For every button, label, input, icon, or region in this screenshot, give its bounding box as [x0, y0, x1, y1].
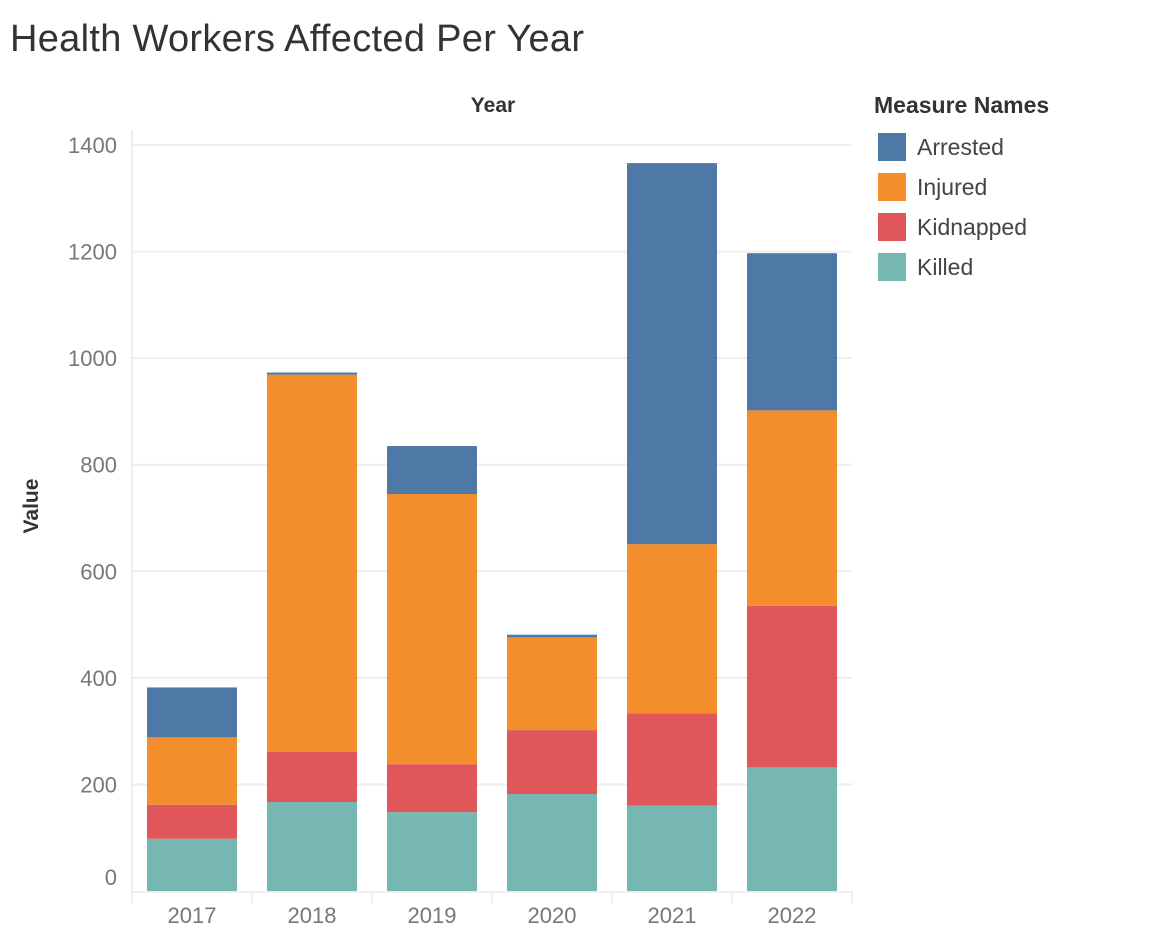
legend-item-arrested[interactable]: Arrested: [874, 127, 1049, 167]
bar-chart: 0 200 400 600 800 1000 1200 1400 2017 2018 2019 202…: [68, 130, 853, 928]
legend-swatch: [878, 253, 906, 281]
bar-killed-2017: [147, 838, 237, 891]
legend-items: Arrested Injured Kidnapped Killed: [874, 127, 1049, 287]
axes: 0 200 400 600 800 1000 1200 1400 2017 2018 2019 202…: [68, 130, 853, 928]
bar-arrested-2020: [507, 634, 597, 638]
y-tick-label: 1400: [68, 133, 117, 158]
legend: Measure Names Arrested Injured Kidnapped Ki…: [874, 92, 1049, 287]
legend-item-injured[interactable]: Injured: [874, 167, 1049, 207]
chart-title: Health Workers Affected Per Year: [10, 18, 585, 60]
bar-arrested-2018: [267, 372, 357, 375]
x-tick-label: 2021: [648, 903, 697, 928]
y-tick-label: 200: [80, 772, 117, 797]
bar-arrested-2019: [387, 446, 477, 495]
bar-killed-2019: [387, 812, 477, 891]
legend-label: Killed: [917, 253, 974, 280]
bar-injured-2020: [507, 637, 597, 731]
bar-injured-2021: [627, 544, 717, 714]
bar-kidnapped-2021: [627, 713, 717, 806]
legend-swatch: [878, 173, 906, 201]
bar-injured-2017: [147, 737, 237, 805]
bar-injured-2022: [747, 410, 837, 606]
x-tick-label: 2018: [288, 903, 337, 928]
bar-kidnapped-2018: [267, 751, 357, 803]
bar-injured-2019: [387, 494, 477, 765]
x-tick-label: 2017: [168, 903, 217, 928]
bar-killed-2022: [747, 767, 837, 891]
bar-killed-2018: [267, 802, 357, 891]
legend-title: Measure Names: [874, 92, 1050, 118]
legend-label: Arrested: [917, 133, 1004, 160]
bar-kidnapped-2020: [507, 730, 597, 795]
bar-kidnapped-2022: [747, 605, 837, 768]
y-tick-label: 1000: [68, 346, 117, 371]
bar-kidnapped-2019: [387, 764, 477, 813]
y-tick-label: 400: [80, 666, 117, 691]
x-tick-label: 2019: [408, 903, 457, 928]
bars: [147, 163, 837, 891]
y-tick-label: 0: [105, 865, 117, 890]
grid-lines: [132, 144, 852, 786]
bar-arrested-2021: [627, 163, 717, 545]
x-tick-label: 2022: [768, 903, 817, 928]
y-tick-label: 600: [80, 559, 117, 584]
x-tick-label: 2020: [528, 903, 577, 928]
bar-arrested-2022: [747, 253, 837, 411]
legend-swatch: [878, 213, 906, 241]
column-header: Year: [470, 94, 516, 117]
bar-killed-2021: [627, 805, 717, 891]
legend-item-killed[interactable]: Killed: [874, 247, 1049, 287]
legend-label: Kidnapped: [917, 213, 1027, 240]
legend-swatch: [878, 133, 906, 161]
y-tick-label: 1200: [68, 240, 117, 265]
bar-kidnapped-2017: [147, 804, 237, 839]
legend-label: Injured: [917, 173, 988, 200]
bar-killed-2020: [507, 794, 597, 891]
y-tick-label: 800: [80, 453, 117, 478]
bar-injured-2018: [267, 374, 357, 752]
legend-item-kidnapped[interactable]: Kidnapped: [874, 207, 1049, 247]
bar-arrested-2017: [147, 687, 237, 738]
